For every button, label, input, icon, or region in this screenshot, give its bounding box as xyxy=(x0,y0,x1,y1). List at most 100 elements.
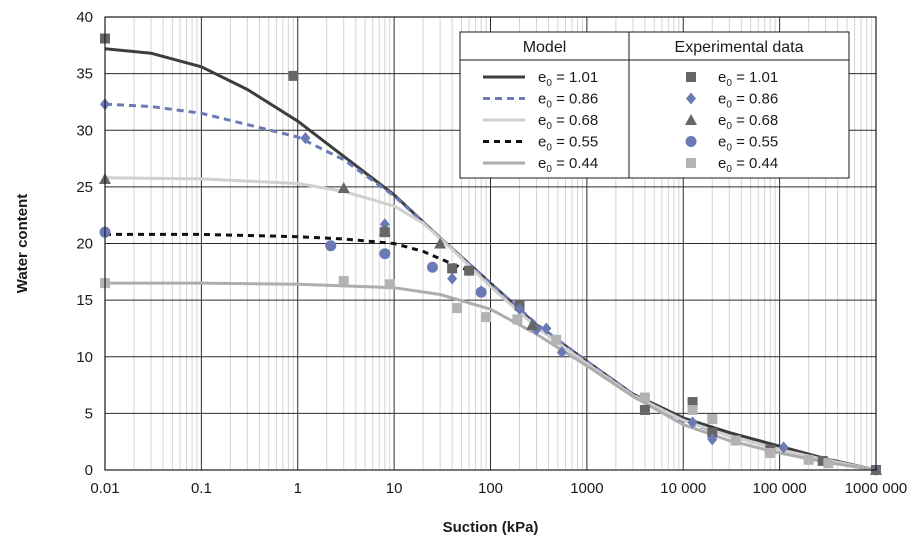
data-point-square xyxy=(639,404,650,415)
legend-label-symbol: e xyxy=(538,134,546,151)
legend-label-subscript: 0 xyxy=(726,78,732,89)
data-point-diamond xyxy=(687,416,698,429)
legend-label: e0 = 0.86 xyxy=(538,91,598,111)
y-tick-label: 10 xyxy=(76,349,93,366)
model-curve xyxy=(105,232,470,273)
legend-label: e0 = 0.55 xyxy=(538,134,598,154)
data-point-square xyxy=(687,404,698,415)
data-point-diamond xyxy=(707,433,718,446)
data-point-square xyxy=(730,435,741,446)
legend-label-symbol: e xyxy=(538,155,546,172)
legend-label-symbol: e xyxy=(538,112,546,129)
experimental-markers xyxy=(99,33,882,476)
legend-label: e0 = 1.01 xyxy=(538,69,598,89)
legend-model-header: Model xyxy=(523,39,567,56)
legend-label-value: = 1.01 xyxy=(732,69,778,86)
data-point-square xyxy=(512,314,523,325)
legend-label-subscript: 0 xyxy=(726,121,732,132)
legend-label: e0 = 0.68 xyxy=(718,112,778,132)
legend-label: e0 = 0.44 xyxy=(538,155,598,175)
y-tick-label: 30 xyxy=(76,122,93,139)
data-point-square xyxy=(765,448,776,459)
data-point-diamond xyxy=(379,218,390,231)
legend-label-subscript: 0 xyxy=(546,121,552,132)
legend-label-symbol: e xyxy=(538,91,546,108)
data-point-square xyxy=(447,263,458,274)
data-point-diamond xyxy=(686,92,696,105)
data-point-square xyxy=(338,275,349,286)
data-point-circle xyxy=(685,136,697,147)
plot-frame xyxy=(104,16,877,471)
legend-experimental-header: Experimental data xyxy=(675,39,804,56)
y-tick-label: 25 xyxy=(76,179,93,196)
y-tick-label: 40 xyxy=(76,9,93,26)
legend-label-symbol: e xyxy=(718,134,726,151)
x-tick-label: 10 000 xyxy=(660,480,706,497)
legend-label-subscript: 0 xyxy=(726,164,732,175)
tick-labels: 0.01 0.1 1 10 100 1000 10 000 100 000 1000 00005… xyxy=(76,9,907,497)
data-point-square xyxy=(823,458,834,469)
data-point-diamond xyxy=(778,441,789,454)
y-tick-label: 5 xyxy=(85,405,93,422)
data-point-square xyxy=(288,70,299,81)
legend-label: e0 = 0.55 xyxy=(718,134,778,154)
legend-label-subscript: 0 xyxy=(726,100,732,111)
data-point-square xyxy=(686,72,696,82)
legend-label-symbol: e xyxy=(718,155,726,172)
data-point-square xyxy=(639,392,650,403)
legend-label-subscript: 0 xyxy=(546,143,552,154)
x-tick-label: 1000 xyxy=(570,480,603,497)
x-tick-label: 0.1 xyxy=(191,480,212,497)
legend-label-subscript: 0 xyxy=(726,143,732,154)
data-point-triangle xyxy=(434,237,447,249)
model-curve xyxy=(104,176,877,472)
legend-label-subscript: 0 xyxy=(546,164,552,175)
legend-label-symbol: e xyxy=(718,69,726,86)
x-tick-label: 1 xyxy=(294,480,302,497)
grid xyxy=(105,17,876,470)
data-point-square xyxy=(707,427,718,438)
y-axis-title: Water content xyxy=(14,194,31,293)
data-point-square xyxy=(817,455,828,466)
legend-label-value: = 0.55 xyxy=(732,134,778,151)
data-point-square xyxy=(803,454,814,465)
legend-label-value: = 1.01 xyxy=(552,69,598,86)
data-point-square xyxy=(384,279,395,290)
data-point-square xyxy=(551,334,562,345)
data-point-triangle xyxy=(685,114,697,125)
data-point-square xyxy=(707,414,718,425)
data-point-diamond xyxy=(447,272,458,285)
legend-label-symbol: e xyxy=(538,69,546,86)
legend-label-value: = 0.68 xyxy=(732,112,778,129)
y-tick-label: 15 xyxy=(76,292,93,309)
data-point-circle xyxy=(379,248,391,260)
x-axis-title: Suction (kPa) xyxy=(443,519,539,536)
legend-label-value: = 0.44 xyxy=(732,155,778,172)
data-point-circle xyxy=(475,286,487,298)
legend-label-value: = 0.86 xyxy=(552,91,598,108)
data-point-square xyxy=(687,397,698,408)
y-tick-label: 20 xyxy=(76,236,93,253)
legend-label-subscript: 0 xyxy=(546,100,552,111)
legend-label-value: = 0.68 xyxy=(552,112,598,129)
data-point-diamond xyxy=(514,303,525,316)
legend-label-value: = 0.44 xyxy=(552,155,598,172)
x-tick-label: 1000 000 xyxy=(845,480,908,497)
legend-box xyxy=(459,31,850,179)
legend-label: e0 = 0.68 xyxy=(538,112,598,132)
y-tick-label: 0 xyxy=(85,462,93,479)
data-point-circle xyxy=(426,261,438,273)
x-tick-label: 100 xyxy=(478,480,503,497)
legend-label: e0 = 0.44 xyxy=(718,155,778,175)
legend-label-value: = 0.55 xyxy=(552,134,598,151)
data-point-square xyxy=(686,158,696,168)
x-tick-label: 0.01 xyxy=(90,480,119,497)
data-point-triangle xyxy=(526,319,539,331)
x-tick-label: 10 xyxy=(386,480,403,497)
data-point-square xyxy=(481,312,492,323)
data-point-square xyxy=(452,303,463,314)
data-point-diamond xyxy=(541,322,552,335)
